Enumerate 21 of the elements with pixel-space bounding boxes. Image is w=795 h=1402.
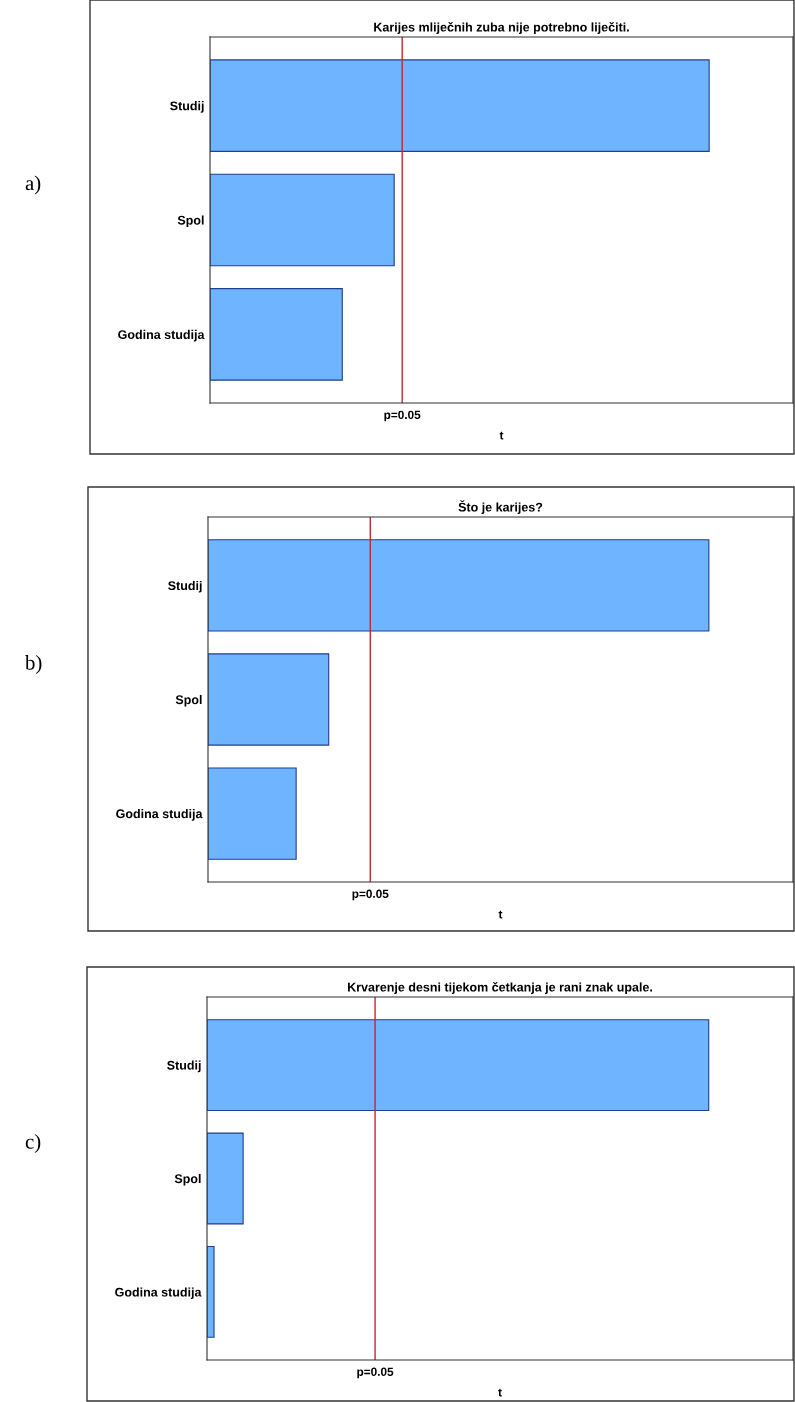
y-tick-label: Godina studija (116, 809, 203, 821)
y-tick-label: Godina studija (118, 329, 205, 342)
chart-title: Krvarenje desni tijekom četkanja je rani znak upale. (348, 982, 652, 995)
x-axis-title: t (498, 910, 503, 919)
text: a) (25, 175, 41, 195)
y-tick-label: Spol (175, 694, 202, 707)
chart-title: Karijes mliječnih zuba nije potrebno liječiti. (374, 22, 629, 35)
text: p=0.05 (384, 410, 421, 422)
x-axis-title: t (499, 431, 504, 440)
text: p=0.05 (357, 1367, 394, 1379)
y-tick-label: Studij (170, 101, 204, 113)
chart-title: Što je karijes? (458, 500, 543, 515)
y-tick-label: Godina studija (115, 1287, 202, 1300)
y-tick-label: Spol (174, 1173, 201, 1186)
text: p=0.05 (352, 889, 389, 901)
y-tick-label: Spol (177, 215, 204, 228)
text: b) (25, 655, 42, 674)
x-axis-title: t (498, 1388, 502, 1397)
y-tick-label: Studij (168, 580, 202, 593)
y-tick-label: Studij (167, 1060, 201, 1073)
text: c) (25, 1134, 41, 1153)
